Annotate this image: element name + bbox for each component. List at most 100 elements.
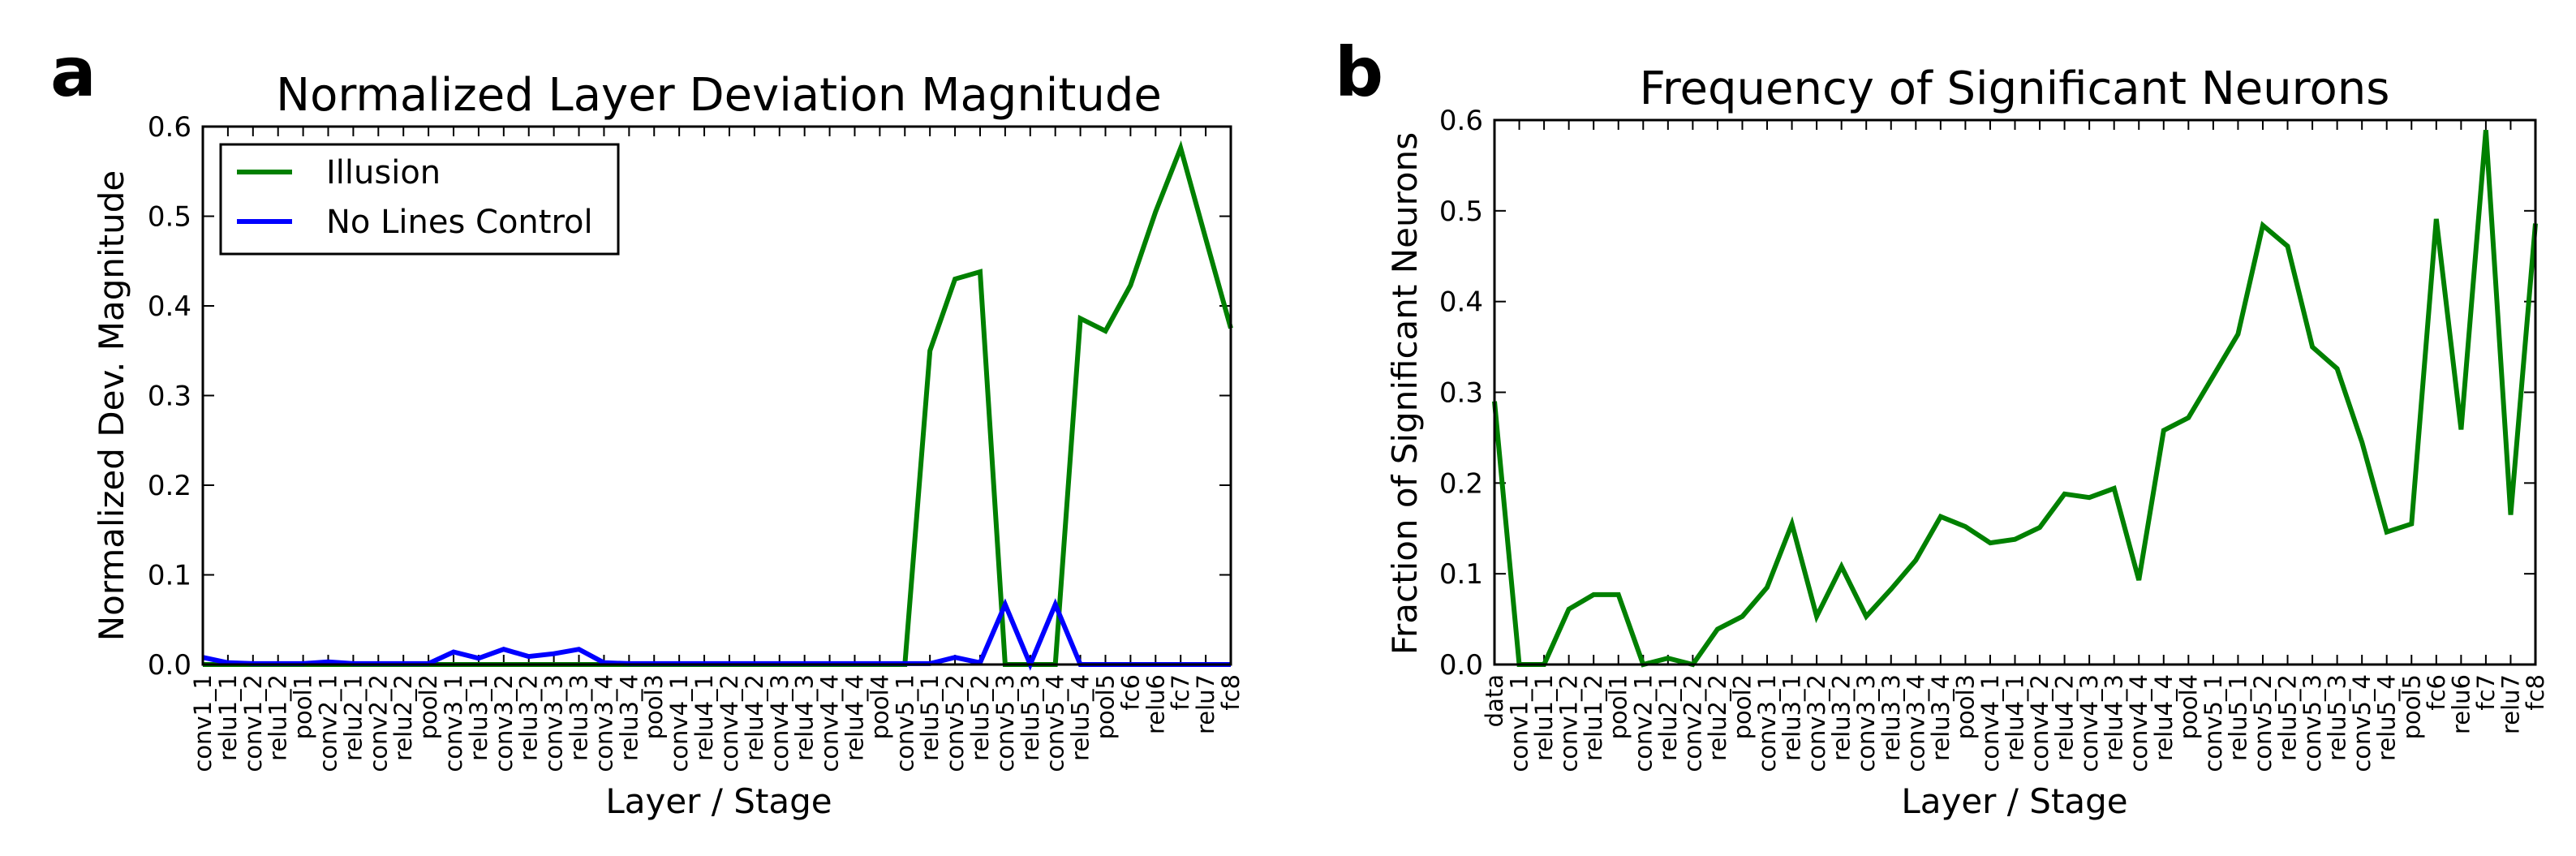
panel-a-y-tick-label: 0.1 xyxy=(148,560,191,592)
panel-b-y-tick-label: 0.5 xyxy=(1439,196,1483,228)
panel-b-x-tick-label: relu5_4 xyxy=(2373,674,2401,761)
panel-b-x-tick-label: relu3_2 xyxy=(1828,674,1856,761)
panel-b-y-tick-label: 0.4 xyxy=(1439,286,1483,319)
panel-b-y-axis-label: Fraction of Significant Neurons xyxy=(1385,132,1425,655)
panel-b-x-tick-label: relu5_3 xyxy=(2324,674,2351,761)
panel-b-x-tick-label: relu1_2 xyxy=(1580,674,1607,761)
panel-a-x-tick-label: conv5_3 xyxy=(991,674,1019,772)
panel-a-x-tick-label: conv1_1 xyxy=(189,674,217,772)
panel-b-x-tick-label: relu5_1 xyxy=(2224,674,2251,761)
panel-a-chart: a Normalized Layer Deviation Magnitude N… xyxy=(50,32,1245,821)
panel-b-chart: b Frequency of Significant Neurons Fract… xyxy=(1335,32,2549,821)
panel-a-x-tick-label: conv4_2 xyxy=(716,674,743,772)
panel-a-x-tick-label: conv5_1 xyxy=(891,674,918,772)
panel-a-x-tick-label: conv5_2 xyxy=(941,674,969,772)
panel-a-x-axis-label: Layer / Stage xyxy=(605,781,832,821)
panel-a-x-tick-label: relu1_1 xyxy=(214,674,242,761)
panel-b-x-axis-label: Layer / Stage xyxy=(1901,781,2127,821)
panel-a-x-tick-label: pool1 xyxy=(290,674,317,739)
panel-b-x-tick-label: conv5_2 xyxy=(2249,674,2277,772)
panel-a-x-tick-label: relu2_2 xyxy=(389,674,417,761)
panel-a-y-tick-label: 0.3 xyxy=(148,381,191,413)
panel-b-x-tick-label: relu5_2 xyxy=(2274,674,2302,761)
panel-b-x-tick-label: conv1_2 xyxy=(1555,674,1583,772)
panel-b-x-tick-label: relu4_2 xyxy=(2051,674,2079,761)
panel-b-x-tick-label: relu1_1 xyxy=(1530,674,1558,761)
panel-b-x-tick-label: conv5_4 xyxy=(2348,674,2376,772)
panel-a-y-tick-label: 0.5 xyxy=(148,201,191,234)
legend-label-illusion: Illusion xyxy=(326,154,441,191)
panel-b-x-tick-label: pool5 xyxy=(2398,674,2425,739)
panel-a-x-tick-label: conv5_4 xyxy=(1042,674,1069,772)
panel-a-x-tick-label: relu5_3 xyxy=(1017,674,1044,761)
panel-a-y-axis-label: Normalized Dev. Magnitude xyxy=(92,170,131,642)
panel-b-x-tick-label: conv4_2 xyxy=(2026,674,2053,772)
panel-a-x-tick-label: relu5_2 xyxy=(966,674,994,761)
panel-b-x-tick-label: pool3 xyxy=(1951,674,1979,739)
panel-b-y-tick-label: 0.1 xyxy=(1439,558,1483,591)
panel-a-x-tick-label: relu4_1 xyxy=(690,674,718,761)
legend-box xyxy=(219,143,620,256)
panel-a-plot-frame xyxy=(201,125,1232,666)
panel-a-y-tick-label: 0.2 xyxy=(148,470,191,502)
panel-a-x-tick-label: conv2_2 xyxy=(364,674,392,772)
panel-b-ticks: 0.00.10.20.30.40.50.6dataconv1_1relu1_1c… xyxy=(1439,105,2549,772)
panel-a-x-tick-label: relu2_1 xyxy=(339,674,367,761)
panel-b-x-tick-label: conv1_1 xyxy=(1506,674,1533,772)
panel-b-x-tick-label: pool4 xyxy=(2174,674,2202,739)
panel-b-series xyxy=(1492,130,2538,668)
panel-b-x-tick-label: data xyxy=(1481,674,1508,727)
panel-a-x-tick-label: relu3_4 xyxy=(615,674,643,761)
panel-b-x-tick-label: relu3_1 xyxy=(1778,674,1806,761)
panel-b-x-tick-label: relu7 xyxy=(2496,674,2524,734)
panel-a-x-tick-label: conv3_4 xyxy=(590,674,617,772)
panel-a-x-tick-label: relu6 xyxy=(1142,674,1169,734)
panel-b-x-tick-label: relu6 xyxy=(2447,674,2475,734)
panel-b-x-tick-label: conv4_3 xyxy=(2075,674,2103,772)
panel-a-x-tick-label: conv4_1 xyxy=(665,674,693,772)
panel-a-x-tick-label: fc6 xyxy=(1116,674,1144,711)
panel-b-title: Frequency of Significant Neurons xyxy=(1640,62,2390,115)
panel-b-x-tick-label: conv5_3 xyxy=(2299,674,2326,772)
panel-a-x-tick-label: relu4_2 xyxy=(741,674,768,761)
panel-a-x-tick-label: conv3_3 xyxy=(540,674,568,772)
panel-a-x-tick-label: relu5_4 xyxy=(1067,674,1094,761)
panel-a-no-lines-control-line xyxy=(202,598,1231,671)
panel-b-x-tick-label: conv5_1 xyxy=(2200,674,2227,772)
panel-a-x-tick-label: fc8 xyxy=(1217,674,1245,711)
panel-a-x-tick-label: relu3_3 xyxy=(566,674,593,761)
panel-b-x-tick-label: relu4_4 xyxy=(2150,674,2178,761)
panel-b-y-tick-label: 0.0 xyxy=(1439,649,1483,682)
panel-b-series-1-line xyxy=(1492,130,2538,668)
panel-a-x-tick-label: relu3_2 xyxy=(515,674,543,761)
panel-b-x-tick-label: conv2_1 xyxy=(1629,674,1657,772)
panel-a-x-tick-label: pool5 xyxy=(1091,674,1119,739)
panel-a-x-tick-label: conv4_3 xyxy=(766,674,793,772)
panel-b-y-tick-label: 0.6 xyxy=(1439,105,1483,137)
panel-a-x-tick-label: relu7 xyxy=(1192,674,1219,734)
panel-a-x-tick-label: conv3_2 xyxy=(490,674,518,772)
panel-a-x-tick-label: conv3_1 xyxy=(440,674,467,772)
panel-a-x-tick-label: relu1_2 xyxy=(264,674,292,761)
panel-a-x-tick-label: pool3 xyxy=(640,674,668,739)
panel-b-x-tick-label: fc7 xyxy=(2472,674,2500,711)
panel-b-x-tick-label: conv3_3 xyxy=(1852,674,1880,772)
panel-a-x-tick-label: conv1_2 xyxy=(239,674,267,772)
legend-label-no-lines-control: No Lines Control xyxy=(326,204,593,241)
panel-a-ticks: 0.0 0.1 0.2 0.3 0.4 0.5 0.6 conv1_1relu1_1conv1… xyxy=(148,111,1245,772)
legend: Illusion No Lines Control xyxy=(219,143,620,256)
panel-b-x-tick-label: relu2_1 xyxy=(1654,674,1682,761)
panel-b-x-tick-label: pool1 xyxy=(1605,674,1632,739)
panel-b-x-tick-label: conv3_1 xyxy=(1753,674,1781,772)
panel-b-x-tick-label: conv4_4 xyxy=(2125,674,2152,772)
panel-a-y-tick-label: 0.0 xyxy=(148,649,191,682)
panel-b-x-tick-label: conv3_2 xyxy=(1803,674,1830,772)
panel-b-y-tick-label: 0.2 xyxy=(1439,467,1483,500)
panel-a-x-tick-label: pool4 xyxy=(866,674,893,739)
panel-a-title: Normalized Layer Deviation Magnitude xyxy=(276,69,1162,122)
panel-b-x-tick-label: relu2_2 xyxy=(1704,674,1731,761)
panel-a-x-tick-label: pool2 xyxy=(415,674,442,739)
panel-b-x-tick-label: conv4_1 xyxy=(1976,674,2004,772)
panel-a-x-tick-label: fc7 xyxy=(1167,674,1194,711)
